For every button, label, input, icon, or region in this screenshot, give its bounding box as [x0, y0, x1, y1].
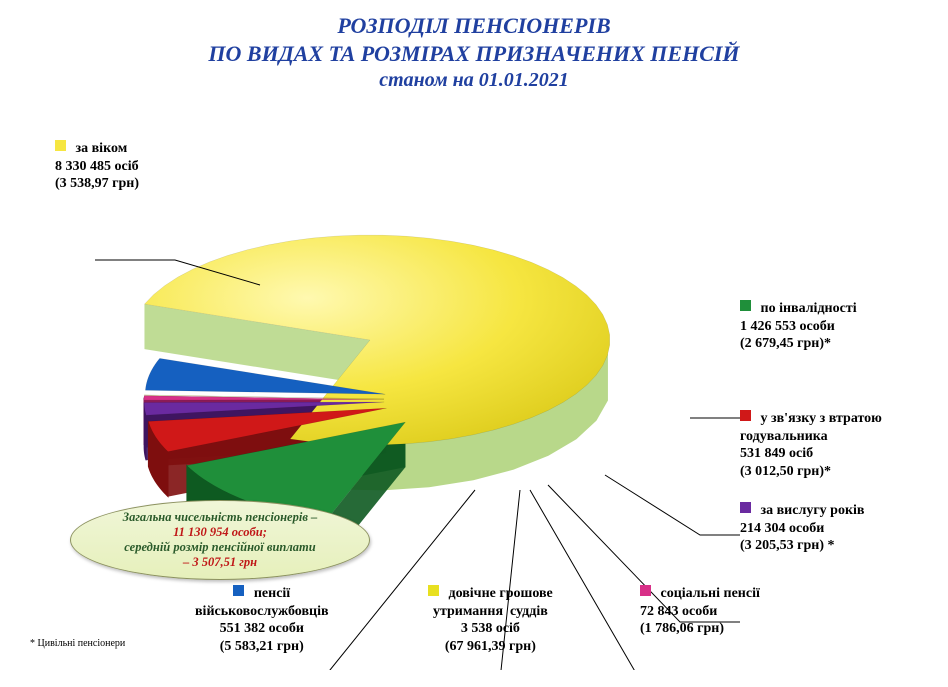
swatch-military: [233, 585, 244, 596]
summary-line2: середній розмір пенсійної виплати: [89, 540, 351, 555]
swatch-age: [55, 140, 66, 151]
swatch-survivor: [740, 410, 751, 421]
label-seniority-amount: (3 205,53 грн) *: [740, 538, 835, 553]
label-judges-count: 3 538 осіб: [461, 621, 520, 636]
label-age-title: за віком: [76, 141, 128, 156]
label-survivor-count: 531 849 осіб: [740, 446, 813, 461]
title-line-1: РОЗПОДІЛ ПЕНСІОНЕРІВ: [0, 12, 948, 40]
swatch-seniority: [740, 502, 751, 513]
label-military-amount: (5 583,21 грн): [220, 639, 304, 654]
label-military: пенсії військовослужбовців 551 382 особи…: [195, 585, 329, 655]
label-seniority-count: 214 304 особи: [740, 521, 824, 536]
label-disability: по інвалідності 1 426 553 особи (2 679,4…: [740, 300, 857, 353]
label-survivor: у зв'язку з втратою годувальника 531 849…: [740, 410, 882, 480]
label-judges: довічне грошове утримання суддів 3 538 о…: [428, 585, 553, 655]
label-social: соціальні пенсії 72 843 особи (1 786,06 …: [640, 585, 760, 638]
footnote: * Цивільні пенсіонери: [30, 638, 125, 649]
label-judges-title: довічне грошове утримання суддів: [433, 586, 553, 619]
label-social-count: 72 843 особи: [640, 604, 717, 619]
label-judges-amount: (67 961,39 грн): [445, 639, 536, 654]
label-military-title: пенсії військовослужбовців: [195, 586, 329, 619]
title-line-2: ПО ВИДАХ ТА РОЗМІРАХ ПРИЗНАЧЕНИХ ПЕНСІЙ: [0, 40, 948, 68]
label-disability-amount: (2 679,45 грн)*: [740, 336, 831, 351]
label-survivor-amount: (3 012,50 грн)*: [740, 464, 831, 479]
label-social-title: соціальні пенсії: [661, 586, 760, 601]
chart-area: за віком 8 330 485 осіб (3 538,97 грн) п…: [0, 110, 948, 670]
label-age-amount: (3 538,97 грн): [55, 176, 139, 191]
swatch-judges: [428, 585, 439, 596]
subtitle: станом на 01.01.2021: [0, 69, 948, 92]
swatch-disability: [740, 300, 751, 311]
summary-line1: Загальна чисельність пенсіонерів –: [89, 510, 351, 525]
label-disability-count: 1 426 553 особи: [740, 319, 835, 334]
label-age: за віком 8 330 485 осіб (3 538,97 грн): [55, 140, 139, 193]
label-seniority-title: за вислугу років: [761, 503, 865, 518]
label-age-count: 8 330 485 осіб: [55, 159, 139, 174]
title-block: РОЗПОДІЛ ПЕНСІОНЕРІВ ПО ВИДАХ ТА РОЗМІРА…: [0, 12, 948, 92]
label-social-amount: (1 786,06 грн): [640, 621, 724, 636]
summary-total: 11 130 954 особи;: [89, 525, 351, 540]
swatch-social: [640, 585, 651, 596]
label-military-count: 551 382 особи: [220, 621, 304, 636]
label-survivor-title: у зв'язку з втратою годувальника: [740, 411, 882, 444]
summary-avg: – 3 507,51 грн: [89, 555, 351, 570]
label-disability-title: по інвалідності: [761, 301, 857, 316]
summary-oval: Загальна чисельність пенсіонерів – 11 13…: [70, 500, 370, 580]
label-seniority: за вислугу років 214 304 особи (3 205,53…: [740, 502, 864, 555]
